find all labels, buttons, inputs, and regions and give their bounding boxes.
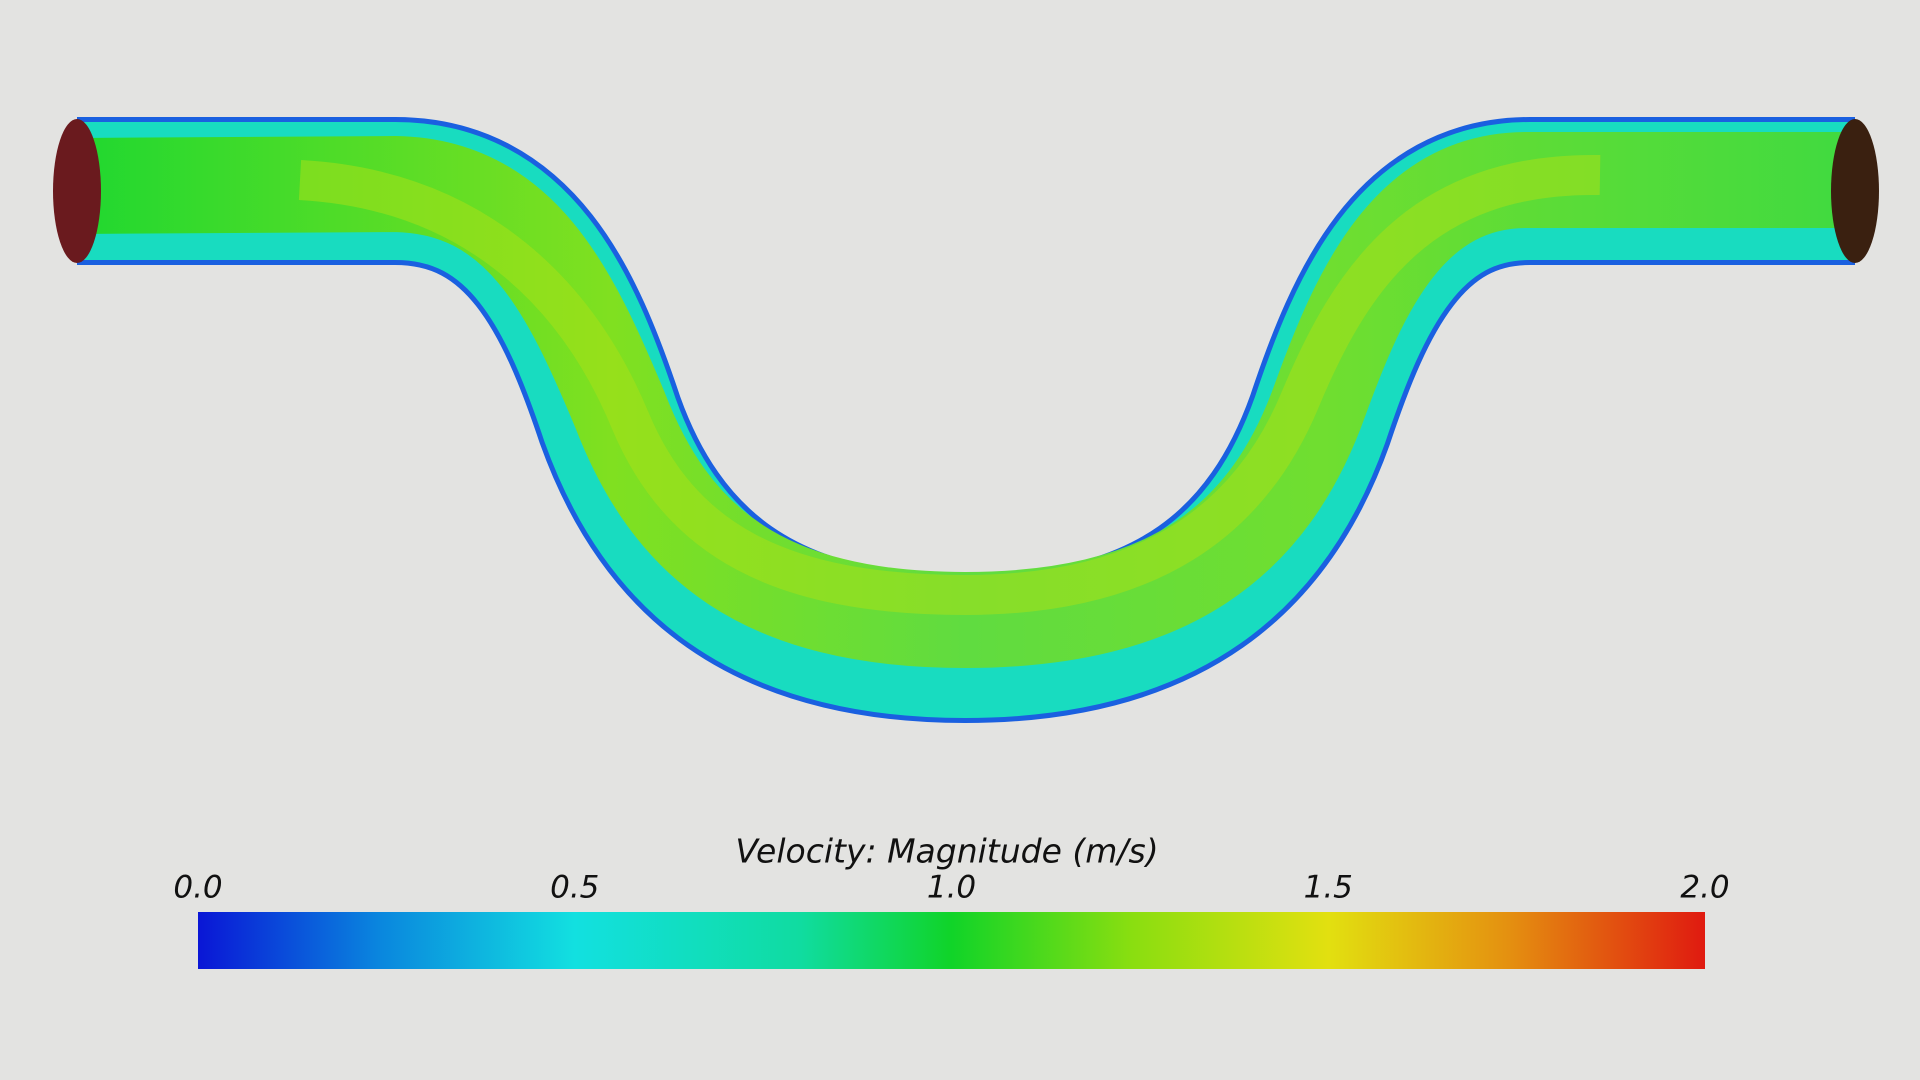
colorbar-title: Velocity: Magnitude (m/s) (735, 832, 1158, 871)
colorbar-tick-label: 0.0 (173, 870, 222, 906)
colorbar-tick-label: 1.5 (1304, 870, 1353, 906)
pipe (53, 116, 1879, 724)
colorbar-tick-label: 0.5 (550, 870, 599, 906)
colorbar-tick-label: 2.0 (1680, 870, 1729, 906)
pipe-flow-jet (298, 154, 1601, 616)
colorbar-tick-label: 1.0 (927, 870, 976, 906)
colorbar (198, 912, 1705, 969)
outlet-cap (1831, 119, 1879, 263)
inlet-cap (53, 119, 101, 263)
